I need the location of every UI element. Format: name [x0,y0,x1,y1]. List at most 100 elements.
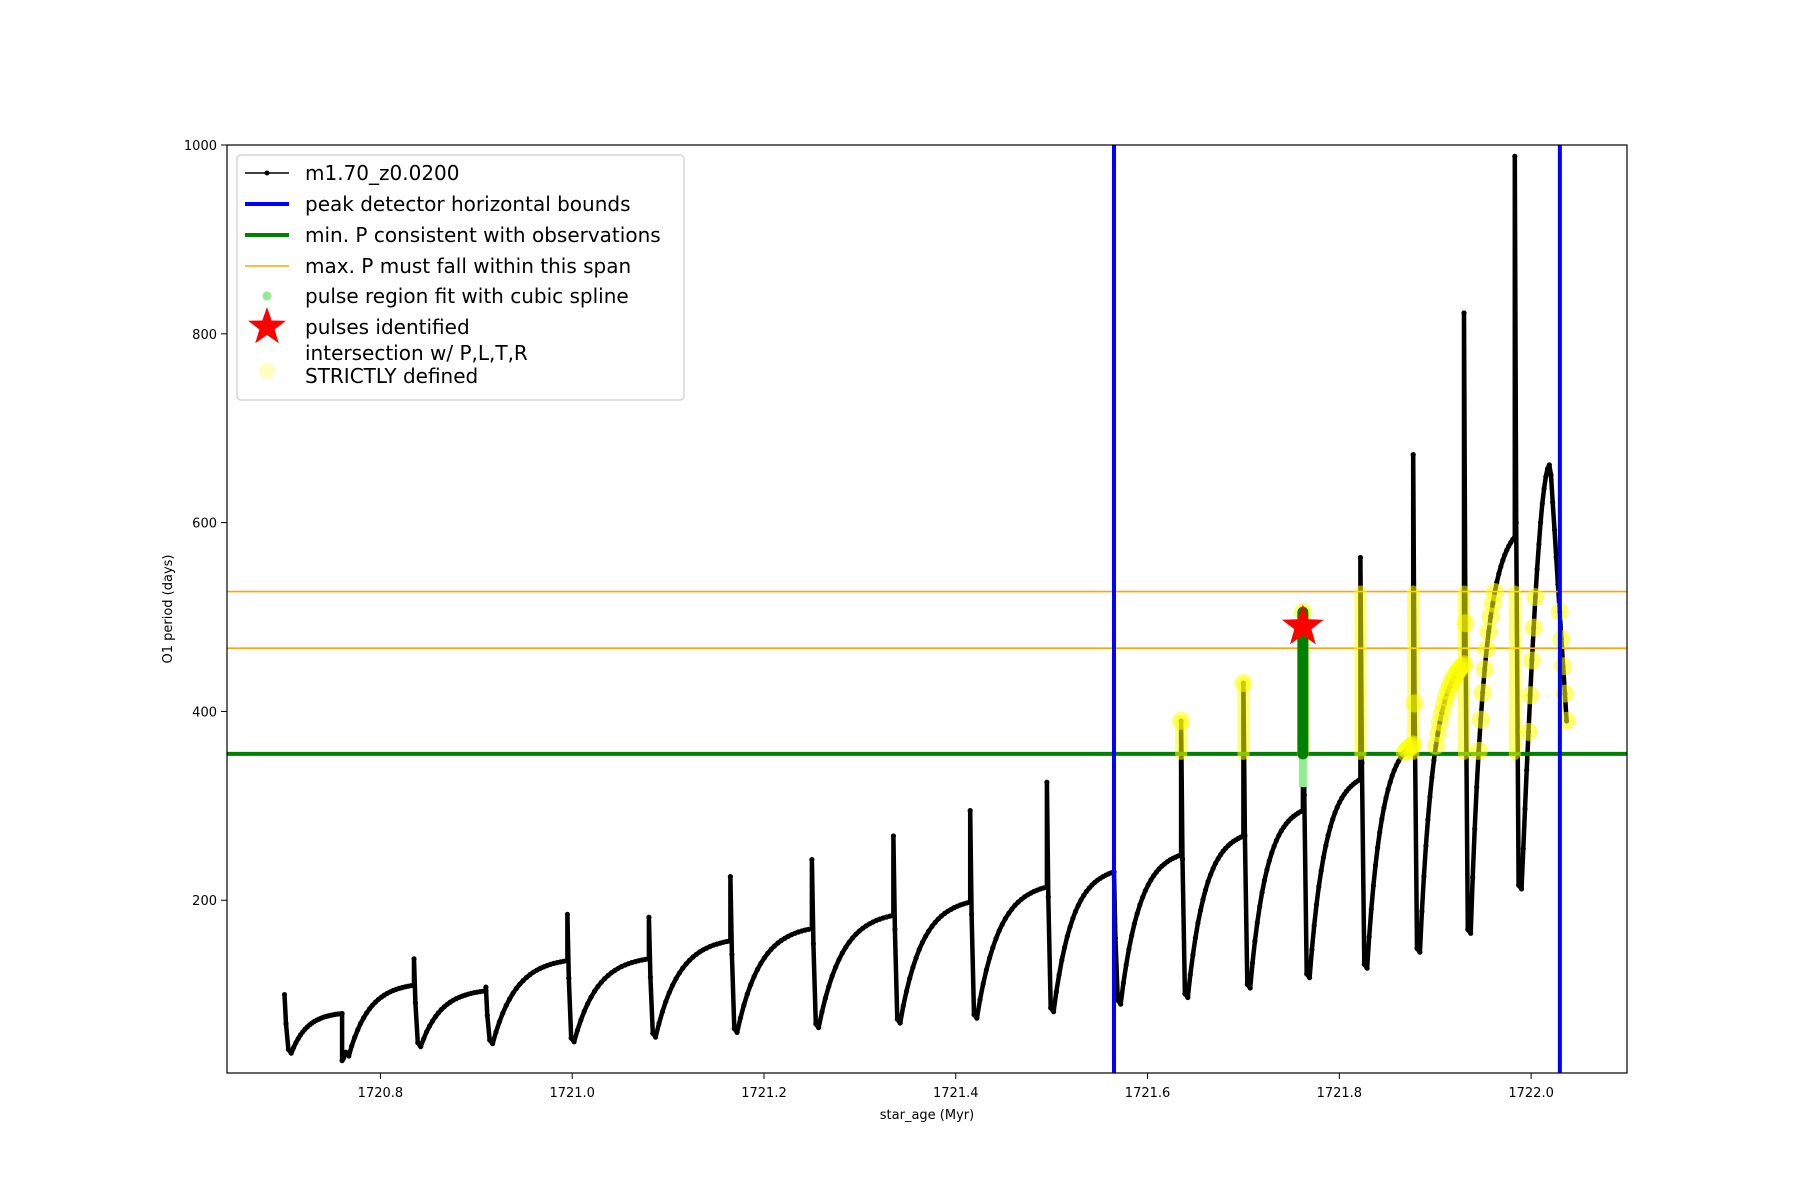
model-track-point [571,1039,577,1045]
model-track-point [1044,884,1050,890]
model-track-point [1140,894,1146,900]
model-track-point [913,955,919,961]
model-track-point [809,926,815,932]
model-track-point [1179,856,1186,862]
pulse-identified-star [1282,604,1324,645]
model-track-point [293,1040,299,1046]
model-track-point [1410,452,1416,458]
model-track-point [1192,935,1198,941]
model-track-point [1318,868,1324,874]
legend-label: max. P must fall within this span [305,254,631,278]
model-track-point [1546,462,1552,468]
model-track-point [424,1029,430,1035]
model-track-point [993,936,999,942]
model-track-point [1461,310,1467,316]
model-track-point [602,976,608,982]
model-track-point [1468,930,1474,936]
model-track-point [1266,858,1272,864]
model-track-point [1536,541,1542,547]
model-track-point [564,958,571,964]
model-track-point [1190,952,1196,958]
model-track-point [1543,474,1549,480]
model-track-point [996,928,1002,934]
model-track-point [836,956,842,963]
model-track-point [1520,846,1526,852]
model-track-point [670,982,676,988]
model-track-point [1213,860,1219,866]
model-track-point [977,997,983,1003]
model-track-point [415,1040,421,1046]
model-track-point [1301,792,1307,798]
model-track-point [843,944,849,950]
model-track-point [894,1016,900,1022]
model-track-point [1550,499,1556,505]
model-track-point [1118,1001,1124,1007]
model-track-point [646,956,652,962]
model-track-point [281,992,288,998]
model-track-point [1081,892,1087,899]
model-track-point [295,1036,301,1042]
model-track-point [283,1021,289,1027]
model-track-point [1516,882,1522,888]
model-track-point [1051,1009,1057,1015]
intersection-marker [1524,618,1543,637]
model-track-point [1512,534,1518,540]
model-track-point [826,983,832,989]
model-track-point [1205,879,1211,885]
model-track-point [411,956,417,962]
intersection-marker [1471,710,1490,729]
model-track-point [487,1037,493,1043]
intersection-marker [1526,588,1545,607]
model-track-point [822,995,829,1001]
model-track-point [969,911,975,918]
model-track-point [1377,829,1383,836]
model-track-point [926,928,932,934]
model-track-point [1261,877,1268,883]
model-track-point [1421,873,1427,880]
model-track-point [1320,854,1327,860]
model-track-point [1498,564,1504,570]
model-track-point [1131,921,1137,927]
intersection-marker [1479,622,1498,641]
model-track-point [1368,906,1374,912]
model-track-point [1142,888,1148,894]
model-track-point [1381,805,1387,811]
model-track-point [1544,466,1551,472]
model-track-point [1383,795,1389,801]
legend-model-dot-icon [264,170,270,176]
plot-content [227,145,1627,1073]
model-track-point [366,1006,373,1012]
model-track-point [1304,971,1310,977]
model-track-point [490,1041,496,1047]
model-track-point [980,981,986,987]
model-track-point [987,955,993,961]
model-track-point [1072,908,1079,915]
model-track-point [1276,832,1282,838]
legend-label: pulses identified [305,315,470,339]
model-track-point [1429,774,1435,781]
model-track-point [1334,804,1340,810]
model-track-point [1075,902,1081,908]
model-track-point [1182,991,1188,997]
model-track-point [483,988,489,994]
model-track-point [974,1015,980,1021]
model-track-point [1553,554,1559,560]
model-track-point [659,1009,666,1015]
model-track-point [1512,153,1518,159]
model-track-point [1389,773,1395,779]
model-track-point [1271,843,1277,849]
model-track-point [680,965,686,971]
model-track-point [1387,779,1393,785]
model-track-point [595,983,601,990]
legend-label: m1.70_z0.0200 [305,161,460,185]
model-track-point [1500,557,1506,563]
model-track-point [1375,845,1381,851]
model-track-point [1370,883,1376,889]
model-track-point [853,931,859,937]
model-track-point [900,1003,906,1009]
model-track-point [1513,520,1519,526]
model-track-point [343,1049,349,1055]
model-track-point [1496,571,1502,577]
model-track-point [507,996,513,1002]
